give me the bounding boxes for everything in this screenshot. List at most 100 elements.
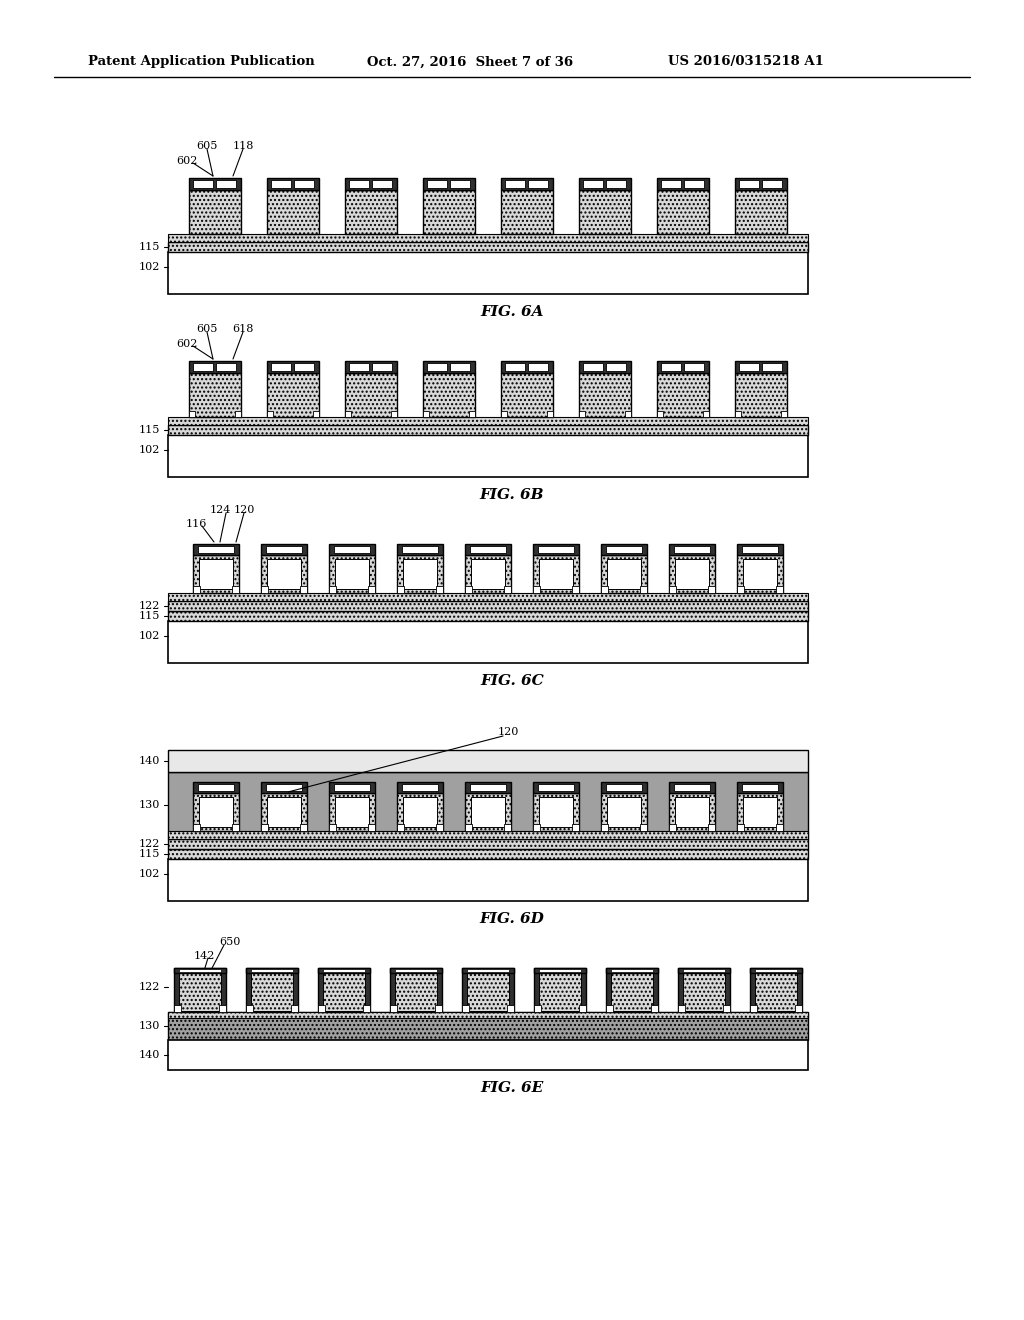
Bar [607, 797, 641, 828]
Bar [465, 586, 472, 593]
Bar [246, 1005, 253, 1012]
Bar [168, 252, 808, 294]
Bar [762, 363, 782, 371]
Bar [318, 1005, 325, 1012]
Bar [271, 363, 291, 371]
Text: 124: 124 [209, 506, 230, 515]
Bar [261, 824, 268, 832]
Text: 602: 602 [176, 156, 198, 166]
Text: 602: 602 [176, 339, 198, 348]
Bar [762, 180, 782, 187]
Bar [329, 793, 375, 832]
Text: 140: 140 [138, 1049, 160, 1060]
Bar [742, 784, 778, 791]
Bar [267, 190, 319, 234]
Bar [199, 797, 233, 828]
Bar [345, 411, 351, 417]
Bar [737, 824, 744, 832]
Bar [776, 824, 783, 832]
Bar [625, 411, 631, 417]
Bar [372, 180, 392, 187]
Bar [291, 1005, 298, 1012]
Bar [372, 363, 392, 371]
Bar [662, 180, 681, 187]
Bar [501, 178, 553, 190]
Bar [193, 824, 200, 832]
Text: 142: 142 [194, 950, 215, 961]
Bar [329, 554, 375, 593]
Text: US 2016/0315218 A1: US 2016/0315218 A1 [668, 55, 824, 69]
Bar [216, 363, 236, 371]
Bar [300, 824, 307, 832]
Bar [168, 620, 808, 663]
Bar [703, 411, 709, 417]
Bar [345, 178, 397, 190]
Text: 102: 102 [138, 445, 160, 455]
Bar [739, 363, 759, 371]
Bar [335, 558, 369, 589]
Bar [403, 558, 437, 589]
Bar [390, 1005, 397, 1012]
Bar [528, 180, 548, 187]
Bar [168, 840, 808, 849]
Text: 115: 115 [138, 611, 160, 620]
Bar [234, 411, 241, 417]
Bar [189, 190, 241, 234]
Bar [572, 586, 579, 593]
Bar [501, 190, 553, 234]
Bar [246, 968, 298, 973]
Bar [501, 360, 553, 374]
Text: 618: 618 [232, 323, 254, 334]
Bar [662, 363, 681, 371]
Bar [168, 1012, 808, 1018]
Bar [189, 178, 241, 190]
Bar [267, 797, 301, 828]
Text: Patent Application Publication: Patent Application Publication [88, 55, 314, 69]
Bar [395, 973, 437, 1011]
Bar [669, 544, 715, 554]
Bar [601, 793, 647, 832]
Bar [504, 824, 511, 832]
Bar [583, 180, 603, 187]
Bar [534, 968, 586, 973]
Bar [179, 969, 221, 972]
Bar [678, 1005, 685, 1012]
Bar [267, 558, 301, 589]
Bar [534, 554, 579, 593]
Bar [684, 363, 705, 371]
Bar [505, 180, 525, 187]
Bar [267, 360, 319, 374]
Bar [423, 360, 475, 374]
Bar [199, 558, 233, 589]
Bar [467, 969, 509, 972]
Bar [735, 411, 741, 417]
Bar [657, 178, 709, 190]
Bar [168, 242, 808, 252]
Bar [611, 969, 653, 972]
Bar [579, 178, 631, 190]
Bar [651, 1005, 658, 1012]
Bar [606, 180, 626, 187]
Bar [750, 968, 802, 973]
Bar [391, 411, 397, 417]
Bar [232, 824, 239, 832]
Bar [579, 190, 631, 234]
Bar [193, 363, 213, 371]
Text: 120: 120 [498, 727, 519, 737]
Bar [669, 824, 676, 832]
Bar [334, 546, 370, 553]
Bar [390, 968, 442, 973]
Bar [678, 968, 730, 973]
Bar [735, 178, 787, 190]
Bar [735, 374, 787, 417]
Bar [538, 546, 574, 553]
Bar [507, 1005, 514, 1012]
Bar [465, 824, 472, 832]
Bar [349, 180, 369, 187]
Bar [678, 968, 730, 1012]
Bar [465, 554, 511, 593]
Bar [723, 1005, 730, 1012]
Bar [174, 968, 226, 973]
Bar [669, 793, 715, 832]
Text: 102: 102 [138, 631, 160, 642]
